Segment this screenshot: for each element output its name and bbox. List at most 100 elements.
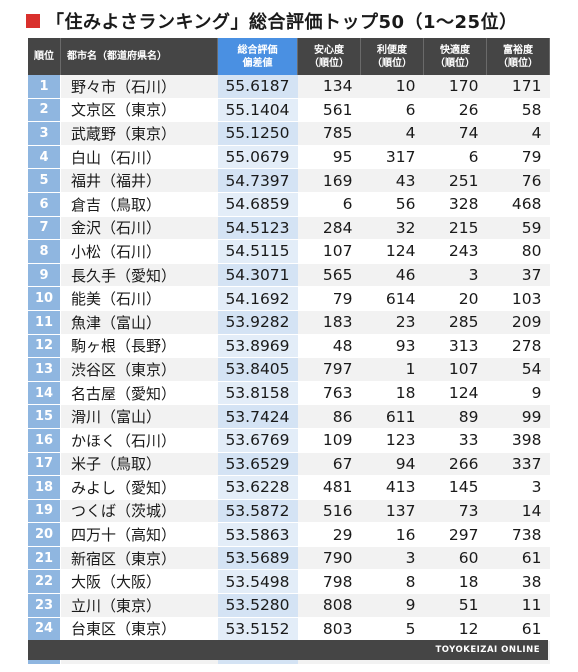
cell-city: 武蔵野（東京） — [60, 121, 218, 146]
cell-rank: 20 — [28, 522, 61, 547]
cell-rank: 6 — [28, 192, 61, 217]
cell-score: 54.3071 — [217, 263, 298, 288]
cell-comfort: 328 — [423, 192, 487, 217]
cell-score: 55.1404 — [217, 98, 298, 123]
cell-city: 魚津（富山） — [60, 310, 218, 335]
cell-convenience: 9 — [360, 593, 424, 618]
cell-city: かほく（石川） — [60, 428, 218, 453]
cell-rank: 17 — [28, 452, 61, 477]
cell-comfort: 251 — [423, 168, 487, 193]
cell-rank: 2 — [28, 98, 61, 123]
cell-rank: 19 — [28, 499, 61, 524]
cell-safety: 763 — [297, 381, 361, 406]
cell-safety: 561 — [297, 98, 361, 123]
table-row: 9 長久手（愛知） 54.3071 565 46 3 37 — [28, 263, 550, 288]
cell-wealth: 278 — [486, 334, 550, 359]
cell-safety: 284 — [297, 216, 361, 241]
cell-score: 54.6859 — [217, 192, 298, 217]
table-row: 12 駒ヶ根（長野） 53.8969 48 93 313 278 — [28, 334, 550, 359]
table-row: 24 台東区（東京） 53.5152 803 5 12 61 — [28, 617, 550, 642]
cell-score: 53.8969 — [217, 334, 298, 359]
cell-city: 滑川（富山） — [60, 404, 218, 429]
cell-convenience: 6 — [360, 98, 424, 123]
cell-safety: 67 — [297, 452, 361, 477]
cell-convenience: 93 — [360, 334, 424, 359]
cell-convenience: 123 — [360, 428, 424, 453]
cell-city: 倉吉（鳥取） — [60, 192, 218, 217]
cell-score: 53.5498 — [217, 569, 298, 595]
table-row: 23 立川（東京） 53.5280 808 9 51 11 — [28, 593, 550, 618]
red-square-icon — [26, 14, 40, 28]
cell-safety: 86 — [297, 404, 361, 429]
table-row: 3 武蔵野（東京） 55.1250 785 4 74 4 — [28, 121, 550, 146]
cell-rank: 4 — [28, 145, 61, 170]
cell-city: 台東区（東京） — [60, 617, 218, 642]
cell-comfort: 73 — [423, 499, 487, 524]
cell-score: 53.9282 — [217, 310, 298, 335]
table-row: 1 野々市（石川） 55.6187 134 10 170 171 — [28, 75, 550, 99]
cell-safety: 6 — [297, 192, 361, 217]
cell-wealth: 398 — [486, 428, 550, 453]
cell-score: 54.7397 — [217, 168, 298, 193]
cell-score: 53.6769 — [217, 428, 298, 453]
cell-safety: 109 — [297, 428, 361, 453]
header-comfort-line2: （順位） — [435, 57, 475, 69]
cell-score: 53.8158 — [217, 381, 298, 406]
table-row: 17 米子（鳥取） 53.6529 67 94 266 337 — [28, 452, 550, 477]
header-convenience-line1: 利便度 — [377, 44, 407, 56]
cell-city: 野々市（石川） — [60, 75, 218, 99]
footer-credit: TOYOKEIZAI ONLINE — [28, 640, 548, 660]
cell-wealth: 3 — [486, 475, 550, 500]
cell-rank: 7 — [28, 216, 61, 241]
cell-rank: 24 — [28, 617, 61, 642]
cell-safety: 797 — [297, 357, 361, 382]
header-score: 総合評価 偏差値 — [217, 38, 298, 75]
cell-rank: 10 — [28, 286, 61, 311]
cell-score: 53.5689 — [217, 546, 298, 571]
cell-rank: 14 — [28, 381, 61, 406]
table-row: 10 能美（石川） 54.1692 79 614 20 103 — [28, 286, 550, 311]
cell-safety: 134 — [297, 75, 361, 99]
cell-safety: 803 — [297, 617, 361, 642]
cell-rank: 12 — [28, 334, 61, 359]
cell-comfort: 6 — [423, 145, 487, 170]
cell-rank: 5 — [28, 168, 61, 193]
cell-city: 渋谷区（東京） — [60, 357, 218, 382]
cell-convenience: 611 — [360, 404, 424, 429]
table-row: 18 みよし（愛知） 53.6228 481 413 145 3 — [28, 475, 550, 500]
cell-safety: 169 — [297, 168, 361, 193]
cell-convenience: 5 — [360, 617, 424, 642]
table-row: 11 魚津（富山） 53.9282 183 23 285 209 — [28, 310, 550, 335]
cell-wealth: 76 — [486, 168, 550, 193]
cell-wealth: 337 — [486, 452, 550, 477]
cell-city: つくば（茨城） — [60, 499, 218, 524]
cell-rank: 1 — [28, 75, 61, 99]
table-row: 13 渋谷区（東京） 53.8405 797 1 107 54 — [28, 357, 550, 382]
cell-city: 白山（石川） — [60, 145, 218, 170]
cell-rank: 16 — [28, 428, 61, 453]
cell-wealth: 38 — [486, 569, 550, 595]
cell-city: 福井（福井） — [60, 168, 218, 193]
cell-safety: 516 — [297, 499, 361, 524]
cell-score: 53.5863 — [217, 522, 298, 547]
cell-wealth: 37 — [486, 263, 550, 288]
cell-wealth: 9 — [486, 381, 550, 406]
cell-city: 小松（石川） — [60, 239, 218, 264]
header-convenience-line2: （順位） — [372, 57, 412, 69]
cell-safety: 95 — [297, 145, 361, 170]
cell-convenience: 43 — [360, 168, 424, 193]
cell-convenience: 413 — [360, 475, 424, 500]
cell-safety: 79 — [297, 286, 361, 311]
cell-score: 53.8405 — [217, 357, 298, 382]
table-row: 22 大阪（大阪） 53.5498 798 8 18 38 — [28, 569, 550, 595]
cell-safety: 107 — [297, 239, 361, 264]
cell-wealth: 11 — [486, 593, 550, 618]
cell-score: 53.5152 — [217, 617, 298, 642]
cell-convenience: 3 — [360, 546, 424, 571]
header-score-line1: 総合評価 — [237, 44, 278, 56]
cell-convenience: 124 — [360, 239, 424, 264]
cell-comfort: 33 — [423, 428, 487, 453]
cell-city: 駒ヶ根（長野） — [60, 334, 218, 359]
cell-score: 53.6228 — [217, 475, 298, 500]
cell-convenience: 23 — [360, 310, 424, 335]
